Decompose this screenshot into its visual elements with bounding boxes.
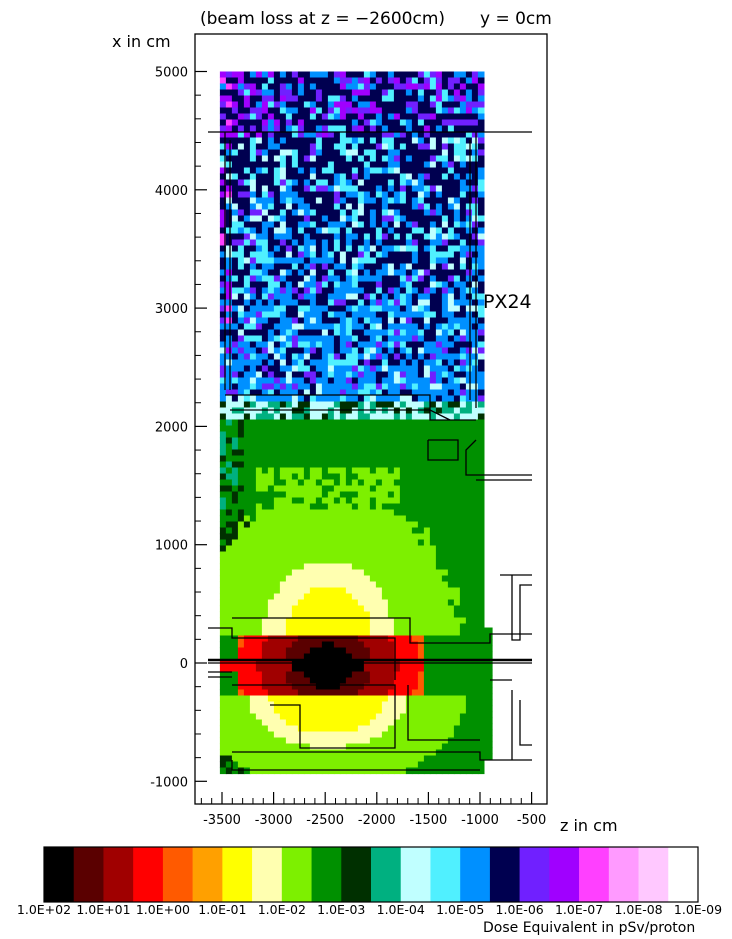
colorbar-swatch bbox=[638, 847, 669, 902]
colorbar-swatch bbox=[281, 847, 312, 902]
colorbar-label: 1.0E-03 bbox=[317, 902, 365, 917]
dose-heatmap bbox=[219, 71, 493, 775]
x-tick-label: -3500 bbox=[203, 813, 241, 828]
colorbar-swatch bbox=[44, 847, 75, 902]
colorbar-label: 1.0E-02 bbox=[258, 902, 306, 917]
y-tick-label: 2000 bbox=[155, 420, 188, 435]
annotation-px24: PX24 bbox=[483, 291, 532, 313]
colorbar-swatch bbox=[400, 847, 431, 902]
colorbar-label: 1.0E-08 bbox=[614, 902, 662, 917]
y-tick-label: 4000 bbox=[155, 184, 188, 199]
colorbar-swatch bbox=[133, 847, 164, 902]
axis-ticks: 5000 4000 3000 2000 1000 0 -1000 -3500 -3000 -250… bbox=[150, 66, 546, 829]
colorbar-swatch bbox=[341, 847, 372, 902]
colorbar-label: 1.0E-01 bbox=[198, 902, 246, 917]
x-tick-label: -3000 bbox=[255, 813, 293, 828]
y-tick-label: 1000 bbox=[155, 539, 188, 554]
colorbar: 1.0E+02 1.0E+01 1.0E+00 1.0E-01 1.0E-02 1.0E-… bbox=[17, 846, 722, 917]
colorbar-swatch bbox=[252, 847, 283, 902]
colorbar-swatch bbox=[371, 847, 402, 902]
colorbar-swatch bbox=[192, 847, 223, 902]
colorbar-swatch bbox=[549, 847, 580, 902]
colorbar-title: Dose Equivalent in pSv/proton bbox=[483, 920, 695, 936]
y-axis-label: x in cm bbox=[112, 32, 171, 51]
y-tick-label: 0 bbox=[180, 657, 188, 672]
colorbar-label: 1.0E+01 bbox=[76, 902, 130, 917]
x-tick-label: -2500 bbox=[306, 813, 344, 828]
x-tick-label: -500 bbox=[517, 813, 547, 828]
colorbar-swatch bbox=[311, 847, 342, 902]
colorbar-label: 1.0E-07 bbox=[555, 902, 603, 917]
tunnel-geometry-outline bbox=[208, 131, 532, 771]
colorbar-label: 1.0E-09 bbox=[674, 902, 722, 917]
plot-frame bbox=[194, 33, 548, 805]
colorbar-swatch bbox=[430, 847, 461, 902]
colorbar-swatch bbox=[489, 847, 520, 902]
y-tick-label: 5000 bbox=[155, 66, 188, 81]
colorbar-label: 1.0E-06 bbox=[496, 902, 544, 917]
y-tick-label: -1000 bbox=[150, 775, 188, 790]
x-tick-label: -2000 bbox=[358, 813, 396, 828]
colorbar-label: 1.0E+02 bbox=[17, 902, 71, 917]
y-tick-label: 3000 bbox=[155, 302, 188, 317]
colorbar-swatch bbox=[73, 847, 104, 902]
colorbar-label: 1.0E+00 bbox=[136, 902, 190, 917]
chart-title: (beam loss at z = −2600cm) bbox=[200, 9, 445, 29]
colorbar-swatch bbox=[608, 847, 639, 902]
colorbar-swatch bbox=[519, 847, 550, 902]
colorbar-label: 1.0E-05 bbox=[436, 902, 484, 917]
colorbar-swatch bbox=[222, 847, 253, 902]
colorbar-swatch bbox=[460, 847, 491, 902]
x-axis-label: z in cm bbox=[560, 816, 618, 835]
chart-subtitle: y = 0cm bbox=[480, 9, 552, 29]
x-tick-label: -1000 bbox=[461, 813, 499, 828]
colorbar-label: 1.0E-04 bbox=[377, 902, 425, 917]
colorbar-swatch bbox=[103, 847, 134, 902]
x-tick-label: -1500 bbox=[410, 813, 448, 828]
colorbar-swatch bbox=[668, 847, 699, 902]
colorbar-swatch bbox=[162, 847, 193, 902]
colorbar-swatch bbox=[579, 847, 610, 902]
